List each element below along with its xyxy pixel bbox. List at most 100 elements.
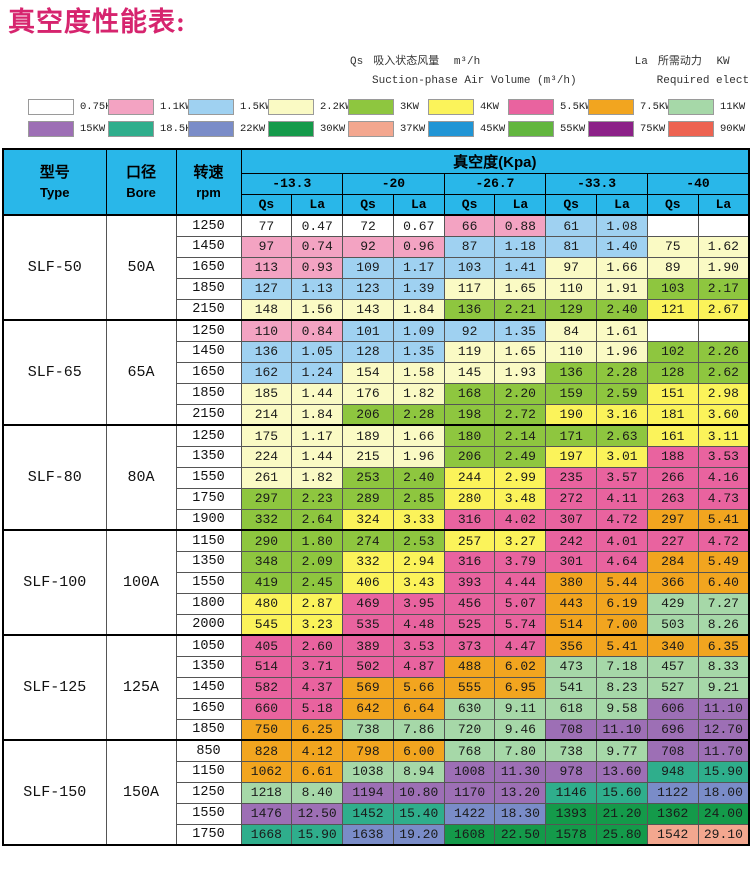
la-value-cell: 1.09 [392, 319, 445, 342]
la-value-cell: 19.20 [392, 823, 445, 846]
la-value-cell: 0.88 [494, 214, 547, 237]
legend-item: 7.5KW [588, 99, 672, 116]
rpm-cell: 1550 [175, 571, 242, 594]
qs-value-cell: 84 [545, 319, 598, 342]
qs-value-cell: 290 [240, 529, 293, 552]
qs-value-cell: 92 [342, 235, 394, 258]
la-value-cell: 3.48 [494, 487, 547, 510]
legend-label: 11KW [720, 101, 746, 114]
legend-label: 37KW [400, 123, 426, 136]
la-value-cell: 2.64 [291, 508, 344, 531]
bore-cell: 125A [105, 634, 177, 741]
qs-subheader: Qs [240, 193, 293, 216]
la-subheader: La [291, 193, 344, 216]
qs-value-cell: 117 [443, 277, 496, 300]
la-value-cell: 0.93 [291, 256, 344, 279]
qs-value-cell: 541 [545, 676, 598, 699]
qs-value-cell: 642 [342, 697, 394, 720]
vacuum-level-header: -13.3 [240, 172, 344, 195]
bore-cell: 100A [105, 529, 177, 636]
la-value-cell: 2.49 [494, 445, 547, 468]
la-value-cell: 3.33 [392, 508, 445, 531]
qs-unit: m³/h [453, 56, 481, 69]
table-row: 1850 185 1.44 176 1.82 168 2.20 159 2.59 151 2.98 [3, 382, 750, 405]
qs-value-cell: 708 [545, 718, 598, 741]
qs-value-cell: 618 [545, 697, 598, 720]
model-cell: SLF-80 [2, 424, 107, 531]
la-value-cell: 13.20 [494, 781, 547, 804]
qs-value-cell: 503 [646, 613, 699, 636]
la-value-cell: 9.77 [596, 739, 648, 762]
table-row: 1450 136 1.05 128 1.35 119 1.65 110 1.96 102 2.26 [3, 340, 750, 363]
la-value-cell: 5.07 [494, 592, 547, 615]
rpm-cell: 2150 [175, 298, 242, 321]
table-row: 1550 1476 12.50 1452 15.40 1422 18.30 1393 21.20… [3, 802, 750, 825]
qs-value-cell: 109 [342, 256, 394, 279]
qs-value-cell: 129 [545, 298, 598, 321]
la-value-cell: 1.58 [392, 361, 445, 384]
la-value-cell: 21.20 [596, 802, 648, 825]
la-value-cell: 4.12 [291, 739, 344, 762]
legend-label: 15KW [80, 123, 106, 136]
la-value-cell: 9.46 [494, 718, 547, 741]
bore-header-en: Bore [126, 184, 156, 200]
qs-value-cell: 307 [545, 508, 598, 531]
la-value-cell: 3.43 [392, 571, 445, 594]
qs-value-cell: 429 [646, 592, 699, 615]
la-value-cell: 2.53 [392, 529, 445, 552]
qs-value-cell: 419 [240, 571, 293, 594]
legend-label: 7.5KW [640, 101, 672, 114]
la-value-cell: 5.74 [494, 613, 547, 636]
legend-color-swatch [188, 121, 234, 138]
qs-value-cell: 978 [545, 760, 598, 783]
qs-value-cell: 297 [646, 508, 699, 531]
la-value-cell: 0.74 [291, 235, 344, 258]
la-label-cn: 所需动力 [657, 56, 702, 69]
la-value-cell: 1.08 [596, 214, 648, 237]
rpm-cell: 1650 [175, 697, 242, 720]
la-value-cell: 8.23 [596, 676, 648, 699]
qs-value-cell: 297 [240, 487, 293, 510]
qs-value-cell: 456 [443, 592, 496, 615]
la-value-cell: 6.35 [697, 634, 750, 657]
qs-value-cell: 798 [342, 739, 394, 762]
qs-value-cell: 162 [240, 361, 293, 384]
legend-item: 4KW [428, 99, 508, 116]
table-row: 1450 97 0.74 92 0.96 87 1.18 81 1.40 75 1.62 [3, 235, 750, 258]
la-value-cell: 2.63 [596, 424, 648, 447]
la-value-cell: 3.23 [291, 613, 344, 636]
la-value-cell: 15.40 [392, 802, 445, 825]
qs-symbol: Qs [350, 56, 364, 69]
qs-value-cell: 128 [342, 340, 394, 363]
qs-value-cell: 175 [240, 424, 293, 447]
qs-value-cell: 480 [240, 592, 293, 615]
la-value-cell: 1.65 [494, 277, 547, 300]
la-value-cell: 9.21 [697, 676, 750, 699]
bore-cell: 80A [105, 424, 177, 531]
la-value-cell: 9.11 [494, 697, 547, 720]
la-value-cell [697, 214, 750, 237]
qs-value-cell: 113 [240, 256, 293, 279]
qs-value-cell: 366 [646, 571, 699, 594]
qs-value-cell: 1668 [240, 823, 293, 846]
la-value-cell: 8.26 [697, 613, 750, 636]
la-value-cell: 2.21 [494, 298, 547, 321]
qs-value-cell: 89 [646, 256, 699, 279]
legend-color-swatch [28, 99, 74, 116]
la-value-cell: 1.96 [392, 445, 445, 468]
qs-subheader: Qs [646, 193, 699, 216]
la-value-cell: 5.18 [291, 697, 344, 720]
la-value-cell: 7.80 [494, 739, 547, 762]
la-value-cell: 4.16 [697, 466, 750, 489]
la-value-cell: 4.72 [596, 508, 648, 531]
qs-value-cell: 181 [646, 403, 699, 426]
qs-value-cell: 488 [443, 655, 496, 678]
qs-value-cell: 555 [443, 676, 496, 699]
legend-label: 2.2KW [320, 101, 352, 114]
legend-item: 75KW [588, 121, 668, 138]
la-value-cell: 1.84 [291, 403, 344, 426]
table-row: 1350 514 3.71 502 4.87 488 6.02 473 7.18 457 8.33 [3, 655, 750, 678]
la-value-cell: 10.80 [392, 781, 445, 804]
la-value-cell: 12.70 [697, 718, 750, 741]
